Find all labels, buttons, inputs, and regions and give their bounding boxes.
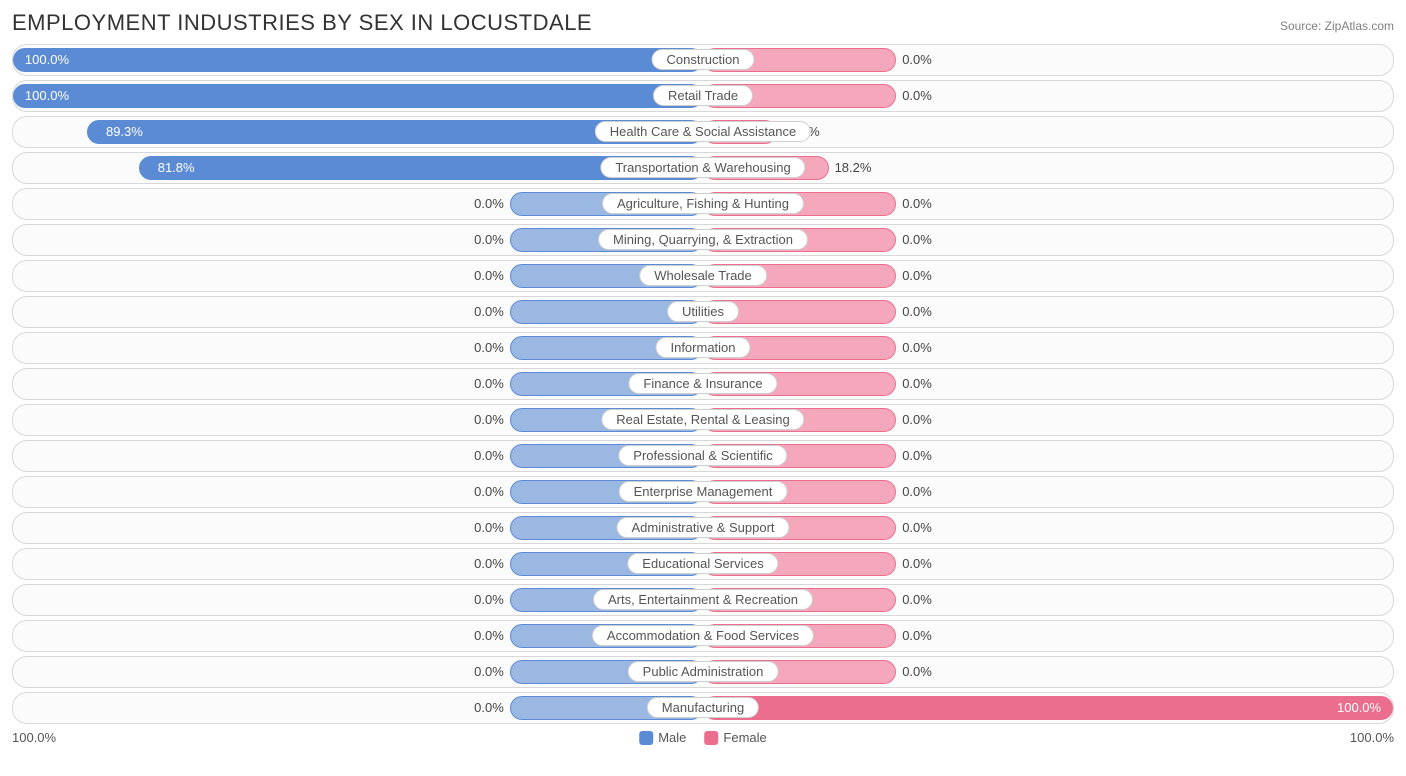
chart-row: 0.0% 0.0% Administrative & Support <box>12 512 1394 544</box>
category-label: Utilities <box>667 301 739 322</box>
chart-row: 0.0% 0.0% Public Administration <box>12 656 1394 688</box>
male-value-label: 0.0% <box>474 592 504 607</box>
chart-header: EMPLOYMENT INDUSTRIES BY SEX IN LOCUSTDA… <box>12 10 1394 36</box>
category-label: Transportation & Warehousing <box>600 157 805 178</box>
male-swatch-icon <box>639 731 653 745</box>
chart-row: 100.0% 0.0% Retail Trade <box>12 80 1394 112</box>
female-value-label: 0.0% <box>902 196 932 211</box>
chart-row: 0.0% 0.0% Information <box>12 332 1394 364</box>
female-value-label: 0.0% <box>902 232 932 247</box>
chart-row: 0.0% 0.0% Agriculture, Fishing & Hunting <box>12 188 1394 220</box>
axis-label-right: 100.0% <box>1350 730 1394 745</box>
diverging-bar-chart: 100.0% 0.0% Construction 100.0% 0.0% Retail T… <box>12 44 1394 724</box>
chart-row: 0.0% 0.0% Real Estate, Rental & Leasing <box>12 404 1394 436</box>
category-label: Information <box>655 337 750 358</box>
female-value-label: 0.0% <box>902 484 932 499</box>
male-value-label: 0.0% <box>474 448 504 463</box>
female-value-label: 0.0% <box>902 556 932 571</box>
female-value-label: 0.0% <box>902 88 932 103</box>
legend-male: Male <box>639 730 686 745</box>
female-bar <box>703 696 1393 720</box>
chart-row: 100.0% 0.0% Construction <box>12 44 1394 76</box>
male-value-label: 0.0% <box>474 628 504 643</box>
female-value-label: 0.0% <box>902 340 932 355</box>
category-label: Arts, Entertainment & Recreation <box>593 589 813 610</box>
axis-label-left: 100.0% <box>12 730 56 745</box>
chart-footer: 100.0% Male Female 100.0% <box>12 730 1394 750</box>
male-value-label: 0.0% <box>474 700 504 715</box>
chart-row: 0.0% 0.0% Utilities <box>12 296 1394 328</box>
chart-source: Source: ZipAtlas.com <box>1280 19 1394 33</box>
female-value-label: 0.0% <box>902 304 932 319</box>
male-value-label: 0.0% <box>474 484 504 499</box>
category-label: Agriculture, Fishing & Hunting <box>602 193 804 214</box>
female-swatch-icon <box>704 731 718 745</box>
male-value-label: 0.0% <box>474 520 504 535</box>
chart-row: 0.0% 0.0% Mining, Quarrying, & Extraction <box>12 224 1394 256</box>
female-value-label: 0.0% <box>902 592 932 607</box>
category-label: Wholesale Trade <box>639 265 767 286</box>
female-value-label: 0.0% <box>902 448 932 463</box>
female-value-label: 0.0% <box>902 664 932 679</box>
male-value-label: 0.0% <box>474 412 504 427</box>
chart-row: 0.0% 0.0% Professional & Scientific <box>12 440 1394 472</box>
chart-row: 0.0% 0.0% Finance & Insurance <box>12 368 1394 400</box>
male-value-label: 89.3% <box>106 124 143 139</box>
category-label: Accommodation & Food Services <box>592 625 814 646</box>
category-label: Public Administration <box>628 661 779 682</box>
female-value-label: 0.0% <box>902 52 932 67</box>
female-value-label: 0.0% <box>902 628 932 643</box>
male-value-label: 0.0% <box>474 664 504 679</box>
male-value-label: 0.0% <box>474 268 504 283</box>
chart-row: 0.0% 0.0% Wholesale Trade <box>12 260 1394 292</box>
male-value-label: 100.0% <box>25 88 69 103</box>
chart-row: 89.3%10.7%Health Care & Social Assistanc… <box>12 116 1394 148</box>
male-bar <box>13 84 703 108</box>
category-label: Administrative & Support <box>616 517 789 538</box>
category-label: Mining, Quarrying, & Extraction <box>598 229 808 250</box>
male-value-label: 81.8% <box>158 160 195 175</box>
male-value-label: 0.0% <box>474 556 504 571</box>
female-value-label: 0.0% <box>902 376 932 391</box>
female-value-label: 0.0% <box>902 520 932 535</box>
chart-row: 0.0% 0.0% Enterprise Management <box>12 476 1394 508</box>
chart-title: EMPLOYMENT INDUSTRIES BY SEX IN LOCUSTDA… <box>12 10 592 36</box>
chart-legend: Male Female <box>639 730 767 745</box>
category-label: Enterprise Management <box>619 481 788 502</box>
chart-row: 0.0% 0.0% Arts, Entertainment & Recreation <box>12 584 1394 616</box>
legend-male-label: Male <box>658 730 686 745</box>
category-label: Finance & Insurance <box>628 373 777 394</box>
male-value-label: 0.0% <box>474 376 504 391</box>
male-bar <box>13 48 703 72</box>
category-label: Educational Services <box>627 553 778 574</box>
female-value-label: 100.0% <box>1337 700 1381 715</box>
legend-female-label: Female <box>723 730 766 745</box>
category-label: Real Estate, Rental & Leasing <box>601 409 804 430</box>
category-label: Professional & Scientific <box>618 445 787 466</box>
chart-row: 0.0% 0.0% Educational Services <box>12 548 1394 580</box>
category-label: Construction <box>652 49 755 70</box>
female-value-label: 0.0% <box>902 412 932 427</box>
chart-row: 0.0% 100.0% Manufacturing <box>12 692 1394 724</box>
chart-row: 81.8% 18.2% Transportation & Warehousing <box>12 152 1394 184</box>
chart-row: 0.0% 0.0% Accommodation & Food Services <box>12 620 1394 652</box>
category-label: Retail Trade <box>653 85 753 106</box>
male-value-label: 0.0% <box>474 304 504 319</box>
male-value-label: 0.0% <box>474 340 504 355</box>
category-label: Manufacturing <box>647 697 759 718</box>
female-value-label: 18.2% <box>835 160 872 175</box>
male-value-label: 0.0% <box>474 196 504 211</box>
category-label: Health Care & Social Assistance <box>595 121 811 142</box>
legend-female: Female <box>704 730 766 745</box>
female-value-label: 0.0% <box>902 268 932 283</box>
male-value-label: 100.0% <box>25 52 69 67</box>
male-value-label: 0.0% <box>474 232 504 247</box>
